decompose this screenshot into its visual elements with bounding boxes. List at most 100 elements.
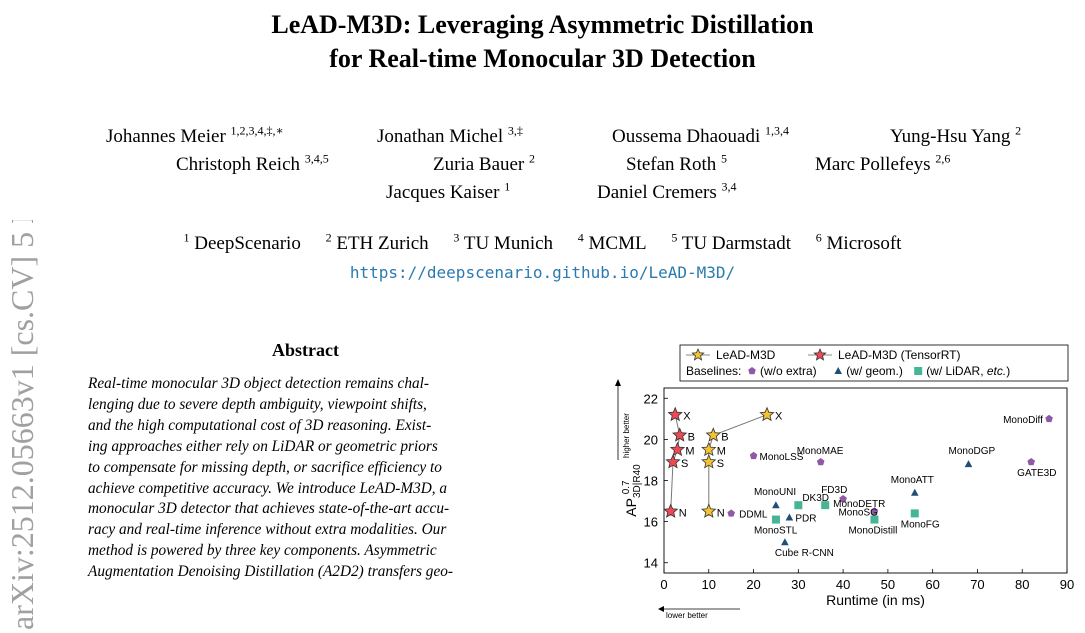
author: Zuria Bauer 2 xyxy=(433,151,536,175)
abstract-line: to compensate for missing depth, or sacr… xyxy=(88,458,442,476)
data-label: GATE3D xyxy=(1017,468,1056,479)
abstract-body: Real-time monocular 3D object detection … xyxy=(88,374,551,583)
y-hint-arrowhead xyxy=(615,379,621,386)
y-hint-label: higher better xyxy=(622,413,631,458)
legend-square-marker xyxy=(914,367,923,375)
y-tick-label: 18 xyxy=(644,474,658,489)
author: Daniel Cremers 3,4 xyxy=(597,179,737,203)
data-label: MonoUNI xyxy=(754,487,796,498)
abstract-line: racy and real-time inference without ext… xyxy=(88,521,447,539)
data-point-pentagon xyxy=(816,458,825,466)
data-point-triangle xyxy=(772,501,780,509)
legend-label: (w/o extra) xyxy=(760,364,817,378)
paper-title: LeAD-M3D: Leveraging Asymmetric Distilla… xyxy=(0,8,1085,76)
data-point-square xyxy=(771,515,780,524)
x-tick-label: 70 xyxy=(970,577,984,592)
data-point-star xyxy=(705,427,721,442)
arxiv-stamp-text: arXiv:2512.05663v1 [cs.CV] 5 Dec 2025 xyxy=(4,220,40,630)
data-label: MonoMAE xyxy=(797,446,844,457)
legend-label: (w/ geom.) xyxy=(846,364,903,378)
abstract-line: Real-time monocular 3D object detection … xyxy=(88,375,429,392)
data-label: PDR xyxy=(795,514,816,525)
abstract-line: ing approaches either rely on LiDAR or g… xyxy=(88,437,438,455)
data-label: N xyxy=(717,507,725,519)
data-point-star xyxy=(701,441,717,457)
abstract-line: and the high computational cost of 3D re… xyxy=(88,416,432,434)
data-point-triangle xyxy=(781,538,789,546)
author: Christoph Reich 3,4,5 xyxy=(176,151,329,175)
data-label: MonoATT xyxy=(891,475,934,486)
affiliation: 6 Microsoft xyxy=(815,230,902,254)
x-tick-label: 80 xyxy=(1015,577,1029,592)
data-label: MonoLSS xyxy=(760,452,804,463)
affiliation: 2 ETH Zurich xyxy=(325,230,429,254)
legend-triangle-marker xyxy=(834,367,842,374)
legend-star-marker xyxy=(813,347,827,361)
data-label: B xyxy=(721,431,728,443)
x-axis-label: Runtime (in ms) xyxy=(826,592,925,608)
y-tick-label: 20 xyxy=(644,432,658,447)
data-point-pentagon xyxy=(727,509,735,517)
data-label: Cube R-CNN xyxy=(775,548,834,559)
data-label: M xyxy=(717,446,726,458)
author: Jonathan Michel 3,‡ xyxy=(377,123,523,147)
author: Johannes Meier 1,2,3,4,‡,∗ xyxy=(106,123,284,147)
affiliation: 5 TU Darmstadt xyxy=(671,230,792,254)
data-point-triangle xyxy=(785,513,794,521)
affiliations: 1 DeepScenario 2 ETH Zurich 3 TU Munich … xyxy=(0,230,1085,255)
data-point-star xyxy=(663,503,679,518)
data-point-star xyxy=(665,453,681,469)
legend-label: Baselines: xyxy=(686,364,741,378)
y-tick-label: 22 xyxy=(644,391,658,406)
data-label: DDML xyxy=(739,509,768,520)
affiliation: 4 MCML xyxy=(577,230,647,254)
legend-label: LeAD-M3D (TensorRT) xyxy=(838,348,960,362)
arxiv-stamp: arXiv:2512.05663v1 [cs.CV] 5 Dec 2025 xyxy=(4,220,40,630)
data-label: MonoDGP xyxy=(948,446,995,457)
data-label: MonoDiff xyxy=(1003,415,1043,426)
x-tick-label: 60 xyxy=(925,577,939,592)
data-point-star xyxy=(759,406,775,422)
affiliation: 1 DeepScenario xyxy=(183,230,301,254)
data-label: MonoSG xyxy=(838,507,878,518)
data-point-square xyxy=(870,515,879,524)
author: Yung-Hsu Yang 2 xyxy=(890,123,1022,147)
data-point-star xyxy=(672,427,688,442)
data-label: MonoDETR xyxy=(833,499,885,510)
legend-star-marker xyxy=(691,347,705,361)
data-point-square xyxy=(794,501,803,510)
x-hint-arrowhead xyxy=(658,606,664,612)
data-point-star xyxy=(701,503,717,518)
data-point-pentagon xyxy=(749,451,758,460)
author: Oussema Dhaouadi 1,3,4 xyxy=(612,123,790,147)
data-label: N xyxy=(679,507,687,519)
data-point-star xyxy=(701,453,717,469)
abstract-line: method is powered by three key component… xyxy=(88,542,437,560)
data-label: X xyxy=(775,411,783,423)
chart-legend: LeAD-M3D LeAD-M3D (TensorRT) Baselines: (w/… xyxy=(679,344,1069,382)
data-point-square xyxy=(821,501,830,510)
data-label: S xyxy=(681,458,688,470)
author: Jacques Kaiser 1 xyxy=(386,179,511,203)
x-tick-label: 10 xyxy=(702,577,716,592)
x-hint-label: lower better xyxy=(666,611,708,620)
title-line-1: LeAD-M3D: Leveraging Asymmetric Distilla… xyxy=(271,10,814,39)
author: Marc Pollefeys 2,6 xyxy=(815,151,951,175)
abstract-line: monocular 3D detector that achieves stat… xyxy=(88,500,450,518)
data-label: FD3D xyxy=(821,485,847,496)
data-point-pentagon xyxy=(870,507,879,515)
data-label: MonoSTL xyxy=(754,526,798,537)
legend-frame xyxy=(679,344,1069,382)
legend-label: (w/ LiDAR, etc.) xyxy=(926,364,1010,378)
data-label: MonoDistill xyxy=(848,526,897,537)
y-tick-label: 16 xyxy=(644,515,658,530)
data-point-star xyxy=(669,441,686,457)
project-url-link[interactable]: https://deepscenario.github.io/LeAD-M3D/ xyxy=(349,263,736,282)
abstract-line: Augmentation Denoising Distillation (A2D… xyxy=(88,563,453,581)
data-label: B xyxy=(688,431,695,443)
data-point-star xyxy=(667,406,683,422)
data-label: X xyxy=(683,411,691,423)
x-tick-label: 40 xyxy=(836,577,850,592)
legend-pentagon-marker xyxy=(748,367,756,375)
abstract-line: achieve competitive accuracy. We introdu… xyxy=(88,479,448,497)
